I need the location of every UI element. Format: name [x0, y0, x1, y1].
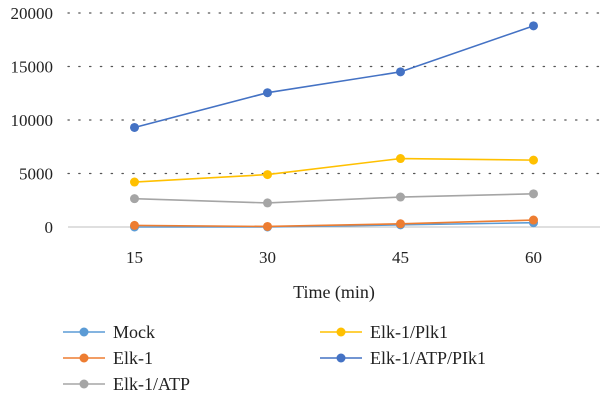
legend-label: Elk-1/Plk1: [370, 322, 448, 342]
legend-swatch-marker: [79, 353, 89, 363]
data-point: [263, 170, 272, 180]
legend-item: Mock: [63, 322, 155, 342]
data-point: [529, 21, 538, 31]
series-line: [134, 219, 534, 228]
series-2: [130, 189, 538, 208]
legend-label: Mock: [113, 322, 155, 342]
data-point: [396, 192, 405, 202]
x-tick-label: 60: [525, 248, 542, 267]
data-point: [396, 219, 405, 229]
legend: Mock Elk-1 Elk-1/ATP Elk-1/Plk1 Elk-1/ATP/PI…: [63, 322, 486, 394]
series-line: [134, 221, 534, 228]
x-axis-title: Time (min): [293, 282, 375, 303]
series-line: [134, 157, 534, 183]
x-tick-label: 45: [392, 248, 409, 267]
data-point: [396, 67, 405, 77]
series-group: [130, 21, 538, 232]
x-tick-label: 15: [126, 248, 143, 267]
legend-swatch-marker: [79, 379, 89, 389]
legend-label: Elk-1/ATP: [113, 374, 190, 394]
series-line: [134, 193, 534, 204]
x-axis-ticks: 15 30 45 60: [126, 248, 542, 267]
series-line: [134, 25, 534, 129]
data-point: [263, 221, 272, 231]
legend-item: Elk-1/ATP/PIk1: [320, 348, 486, 368]
legend-swatch-marker: [336, 353, 346, 363]
series-4: [130, 21, 538, 132]
data-point: [529, 215, 538, 225]
data-point: [263, 88, 272, 98]
legend-item: Elk-1: [63, 348, 153, 368]
data-point: [263, 198, 272, 208]
legend-label: Elk-1: [113, 348, 153, 368]
y-tick-label: 0: [45, 218, 54, 237]
legend-item: Elk-1/ATP: [63, 374, 190, 394]
data-point: [130, 177, 139, 187]
y-tick-label: 20000: [11, 4, 54, 23]
legend-label: Elk-1/ATP/PIk1: [370, 348, 486, 368]
y-tick-label: 10000: [11, 111, 54, 130]
data-point: [130, 194, 139, 204]
y-axis-ticks: 0 5000 10000 15000 20000: [11, 4, 54, 237]
legend-swatch-marker: [79, 327, 89, 337]
series-1: [130, 215, 538, 231]
y-tick-label: 5000: [19, 165, 53, 184]
data-point: [130, 122, 139, 132]
data-point: [130, 220, 139, 230]
y-tick-label: 15000: [11, 58, 54, 77]
legend-swatch-marker: [336, 327, 346, 337]
data-point: [529, 189, 538, 199]
data-point: [529, 155, 538, 165]
x-tick-label: 30: [259, 248, 276, 267]
data-point: [396, 154, 405, 164]
series-3: [130, 154, 538, 187]
gridlines: [67, 12, 600, 175]
legend-item: Elk-1/Plk1: [320, 322, 448, 342]
